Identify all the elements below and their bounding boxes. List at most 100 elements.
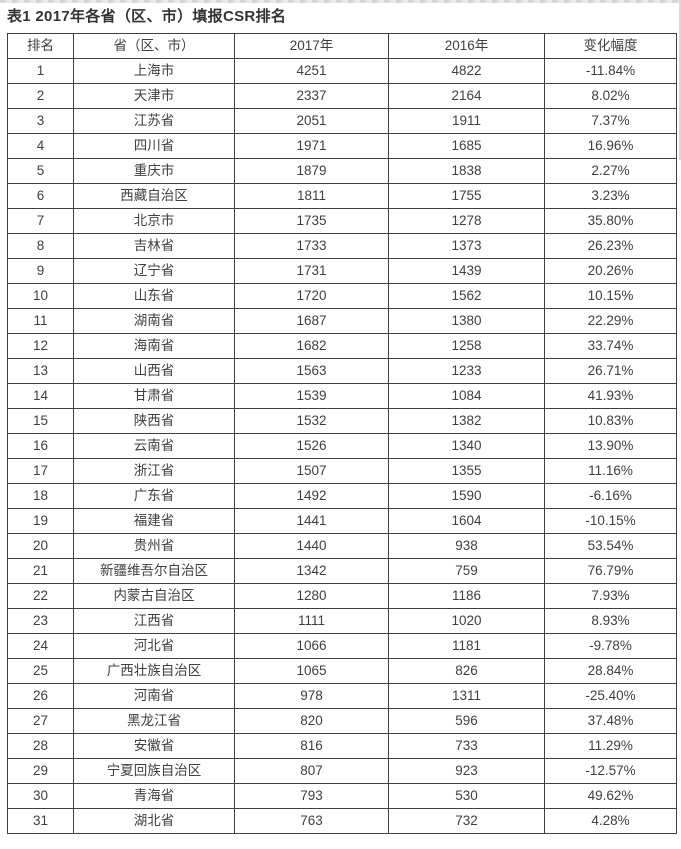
rank-cell: 18 [7, 483, 74, 509]
change-cell: 7.93% [544, 583, 677, 609]
rank-cell: 2 [7, 83, 74, 109]
value-2016-cell: 1755 [388, 183, 545, 209]
rank-cell: 27 [7, 708, 74, 734]
change-cell: 41.93% [544, 383, 677, 409]
rank-cell: 11 [7, 308, 74, 334]
province-cell: 福建省 [73, 508, 235, 534]
table-row: 27 黑龙江省 820 596 37.48% [7, 708, 677, 734]
change-cell: 11.29% [544, 733, 677, 759]
rank-cell: 23 [7, 608, 74, 634]
province-cell: 四川省 [73, 133, 235, 159]
column-header-rank: 排名 [7, 33, 74, 59]
value-2016-cell: 1340 [388, 433, 545, 459]
value-2016-cell: 1084 [388, 383, 545, 409]
value-2017-cell: 1720 [234, 283, 389, 309]
table-header-row: 排名 省（区、市） 2017年 2016年 变化幅度 [7, 33, 677, 59]
column-header-2016: 2016年 [388, 33, 545, 59]
change-cell: -12.57% [544, 758, 677, 784]
value-2016-cell: 1380 [388, 308, 545, 334]
province-cell: 新疆维吾尔自治区 [73, 558, 235, 584]
province-cell: 陕西省 [73, 408, 235, 434]
value-2016-cell: 4822 [388, 58, 545, 84]
change-cell: 7.37% [544, 108, 677, 134]
table-row: 28 安徽省 816 733 11.29% [7, 733, 677, 759]
value-2017-cell: 1111 [234, 608, 389, 634]
scan-edge-right [679, 0, 681, 160]
value-2017-cell: 1280 [234, 583, 389, 609]
rank-cell: 9 [7, 258, 74, 284]
province-cell: 内蒙古自治区 [73, 583, 235, 609]
value-2016-cell: 1181 [388, 633, 545, 659]
value-2017-cell: 2337 [234, 83, 389, 109]
change-cell: -10.15% [544, 508, 677, 534]
change-cell: 49.62% [544, 783, 677, 809]
rank-cell: 4 [7, 133, 74, 159]
table-row: 31 湖北省 763 732 4.28% [7, 808, 677, 834]
table-row: 24 河北省 1066 1181 -9.78% [7, 633, 677, 659]
value-2017-cell: 1507 [234, 458, 389, 484]
province-cell: 江苏省 [73, 108, 235, 134]
value-2016-cell: 733 [388, 733, 545, 759]
table-row: 13 山西省 1563 1233 26.71% [7, 358, 677, 384]
rank-cell: 12 [7, 333, 74, 359]
value-2017-cell: 1733 [234, 233, 389, 259]
rank-cell: 14 [7, 383, 74, 409]
rank-cell: 19 [7, 508, 74, 534]
change-cell: 10.83% [544, 408, 677, 434]
change-cell: -11.84% [544, 58, 677, 84]
rank-cell: 20 [7, 533, 74, 559]
rank-cell: 25 [7, 658, 74, 684]
table-row: 17 浙江省 1507 1355 11.16% [7, 458, 677, 484]
province-cell: 西藏自治区 [73, 183, 235, 209]
change-cell: -6.16% [544, 483, 677, 509]
province-cell: 云南省 [73, 433, 235, 459]
province-cell: 广东省 [73, 483, 235, 509]
province-cell: 湖南省 [73, 308, 235, 334]
value-2016-cell: 732 [388, 808, 545, 834]
table-row: 11 湖南省 1687 1380 22.29% [7, 308, 677, 334]
province-cell: 天津市 [73, 83, 235, 109]
change-cell: 37.48% [544, 708, 677, 734]
change-cell: 53.54% [544, 533, 677, 559]
value-2017-cell: 1811 [234, 183, 389, 209]
table-row: 10 山东省 1720 1562 10.15% [7, 283, 677, 309]
value-2016-cell: 1233 [388, 358, 545, 384]
table-caption: 表1 2017年各省（区、市）填报CSR排名 [7, 8, 287, 25]
value-2016-cell: 923 [388, 758, 545, 784]
change-cell: 4.28% [544, 808, 677, 834]
value-2017-cell: 1731 [234, 258, 389, 284]
change-cell: -25.40% [544, 683, 677, 709]
value-2017-cell: 1441 [234, 508, 389, 534]
value-2017-cell: 793 [234, 783, 389, 809]
rank-cell: 1 [7, 58, 74, 84]
province-cell: 辽宁省 [73, 258, 235, 284]
change-cell: 2.27% [544, 158, 677, 184]
value-2016-cell: 759 [388, 558, 545, 584]
value-2016-cell: 1911 [388, 108, 545, 134]
rank-cell: 21 [7, 558, 74, 584]
rank-cell: 6 [7, 183, 74, 209]
value-2017-cell: 1682 [234, 333, 389, 359]
column-header-province: 省（区、市） [73, 33, 235, 59]
rank-cell: 13 [7, 358, 74, 384]
rank-cell: 28 [7, 733, 74, 759]
province-cell: 浙江省 [73, 458, 235, 484]
province-cell: 宁夏回族自治区 [73, 758, 235, 784]
change-cell: 22.29% [544, 308, 677, 334]
value-2017-cell: 1526 [234, 433, 389, 459]
value-2016-cell: 1382 [388, 408, 545, 434]
rank-cell: 8 [7, 233, 74, 259]
value-2017-cell: 1532 [234, 408, 389, 434]
province-cell: 贵州省 [73, 533, 235, 559]
value-2017-cell: 1539 [234, 383, 389, 409]
change-cell: 8.93% [544, 608, 677, 634]
rank-cell: 3 [7, 108, 74, 134]
rank-cell: 5 [7, 158, 74, 184]
value-2017-cell: 2051 [234, 108, 389, 134]
change-cell: 13.90% [544, 433, 677, 459]
value-2017-cell: 978 [234, 683, 389, 709]
value-2017-cell: 1879 [234, 158, 389, 184]
province-cell: 河南省 [73, 683, 235, 709]
rank-cell: 24 [7, 633, 74, 659]
